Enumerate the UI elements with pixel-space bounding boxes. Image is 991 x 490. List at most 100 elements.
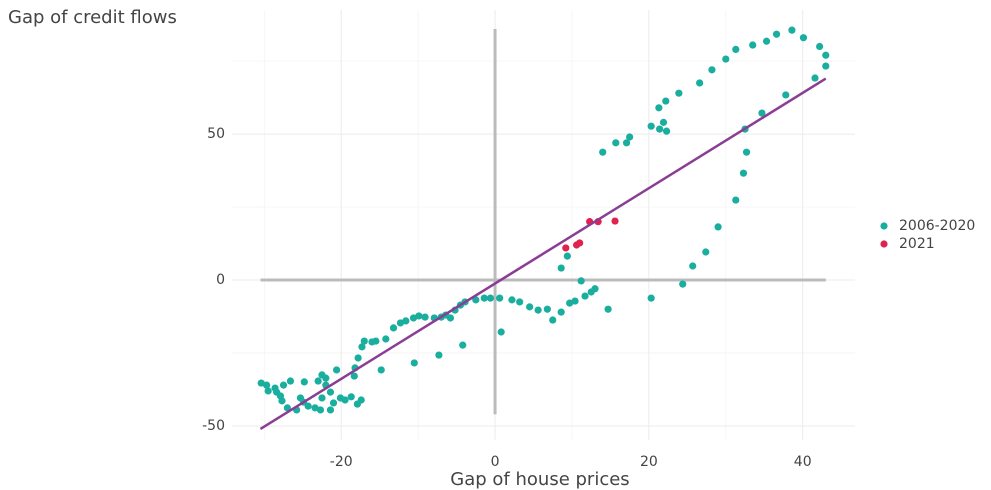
point bbox=[350, 372, 358, 380]
point bbox=[534, 306, 542, 314]
legend-marker bbox=[880, 240, 888, 248]
point bbox=[749, 41, 757, 49]
point bbox=[708, 66, 716, 74]
point bbox=[263, 381, 271, 389]
point bbox=[296, 394, 305, 402]
point bbox=[358, 343, 366, 351]
point bbox=[354, 354, 362, 362]
point bbox=[353, 400, 361, 408]
point bbox=[311, 404, 319, 412]
point bbox=[496, 294, 504, 302]
legend-label: 2021 bbox=[899, 236, 935, 252]
point bbox=[739, 169, 748, 177]
point bbox=[304, 402, 312, 410]
point bbox=[497, 328, 505, 336]
point bbox=[300, 378, 308, 386]
trend-line bbox=[259, 77, 827, 430]
point bbox=[656, 125, 664, 133]
point bbox=[486, 294, 495, 302]
point bbox=[549, 316, 557, 324]
point bbox=[563, 252, 571, 260]
point bbox=[278, 397, 286, 405]
point bbox=[822, 62, 830, 70]
point bbox=[659, 118, 668, 126]
point bbox=[326, 388, 335, 396]
point bbox=[557, 308, 565, 316]
point bbox=[326, 406, 335, 414]
point bbox=[675, 89, 683, 97]
point bbox=[587, 288, 595, 296]
point bbox=[647, 122, 655, 130]
x-tick-label: 0 bbox=[491, 454, 500, 470]
y-tick-label: -50 bbox=[202, 418, 225, 434]
point bbox=[576, 239, 584, 247]
point bbox=[368, 338, 376, 346]
y-tick-label: 0 bbox=[216, 272, 225, 288]
point bbox=[732, 45, 740, 54]
point bbox=[655, 104, 663, 112]
point bbox=[722, 55, 730, 63]
point bbox=[410, 359, 418, 367]
point bbox=[581, 292, 589, 300]
point bbox=[543, 305, 551, 313]
point bbox=[758, 109, 766, 117]
point bbox=[689, 262, 697, 270]
point bbox=[336, 394, 345, 402]
point bbox=[377, 366, 385, 374]
x-tick-label: 20 bbox=[640, 454, 658, 470]
point bbox=[279, 381, 288, 389]
point bbox=[318, 394, 326, 402]
point bbox=[459, 341, 467, 349]
point bbox=[472, 296, 480, 304]
point bbox=[264, 387, 272, 395]
point bbox=[480, 294, 488, 302]
point bbox=[782, 91, 790, 99]
point bbox=[811, 74, 819, 82]
point bbox=[557, 264, 565, 272]
point bbox=[714, 223, 722, 231]
point bbox=[599, 148, 607, 156]
point bbox=[662, 97, 670, 105]
point bbox=[577, 277, 585, 285]
point bbox=[662, 127, 671, 135]
point bbox=[604, 305, 612, 313]
point bbox=[396, 319, 405, 327]
point bbox=[382, 335, 390, 343]
point bbox=[566, 299, 574, 307]
point bbox=[389, 324, 398, 332]
point bbox=[286, 377, 295, 385]
point bbox=[788, 26, 796, 34]
point bbox=[421, 313, 429, 321]
point bbox=[329, 399, 338, 407]
point bbox=[822, 51, 830, 59]
legend-marker bbox=[880, 222, 888, 230]
x-axis-title: Gap of house prices bbox=[450, 469, 629, 490]
chart-title: Gap of credit flows bbox=[8, 7, 177, 28]
x-tick-label: -20 bbox=[330, 454, 353, 470]
point bbox=[526, 303, 534, 311]
point bbox=[696, 79, 704, 87]
point bbox=[772, 30, 781, 38]
point bbox=[742, 148, 751, 156]
point bbox=[562, 244, 570, 252]
point bbox=[611, 217, 619, 225]
point bbox=[816, 42, 824, 51]
point bbox=[508, 296, 516, 304]
point bbox=[322, 374, 330, 382]
point bbox=[762, 37, 771, 45]
point bbox=[273, 388, 281, 396]
point bbox=[314, 377, 322, 385]
point bbox=[732, 196, 740, 204]
point bbox=[799, 34, 808, 42]
point bbox=[626, 133, 634, 141]
point bbox=[612, 139, 620, 147]
point bbox=[409, 314, 418, 322]
point bbox=[622, 139, 631, 147]
point bbox=[333, 366, 341, 374]
point bbox=[702, 248, 710, 256]
point bbox=[360, 337, 368, 345]
x-tick-label: 40 bbox=[794, 454, 812, 470]
point bbox=[647, 294, 655, 302]
